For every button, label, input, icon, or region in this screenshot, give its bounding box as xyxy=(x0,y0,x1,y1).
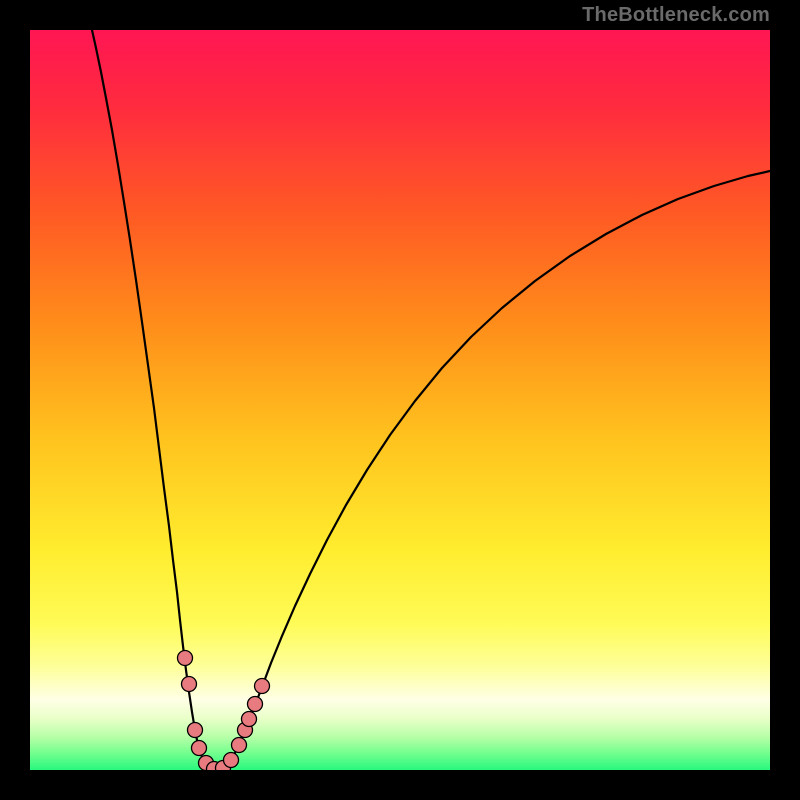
marker-point xyxy=(232,738,247,753)
marker-point xyxy=(248,697,263,712)
marker-point xyxy=(182,677,197,692)
curve-overlay xyxy=(30,30,770,770)
marker-point xyxy=(192,741,207,756)
curve-left_branch xyxy=(92,30,216,770)
marker-point xyxy=(178,651,193,666)
marker-point xyxy=(255,679,270,694)
chart-frame: TheBottleneck.com xyxy=(0,0,800,800)
curve-right_branch xyxy=(216,171,770,770)
marker-point xyxy=(224,753,239,768)
bottleneck-curves xyxy=(92,30,770,770)
marker-point xyxy=(188,723,203,738)
marker-point xyxy=(242,712,257,727)
plot-area xyxy=(30,30,770,770)
watermark-text: TheBottleneck.com xyxy=(582,4,770,27)
